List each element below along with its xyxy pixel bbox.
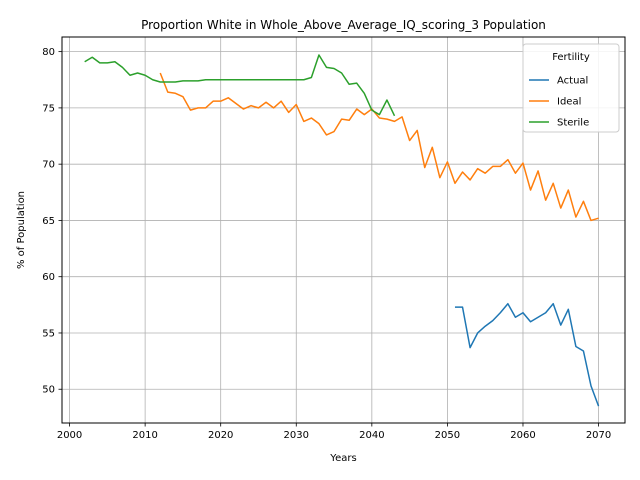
series-line-actual xyxy=(454,302,600,407)
x-tick-label: 2070 xyxy=(586,430,611,441)
x-tick-label: 2000 xyxy=(57,430,82,441)
y-tick-label: 60 xyxy=(42,272,55,283)
x-tick-label: 2050 xyxy=(435,430,460,441)
legend-title: Fertility xyxy=(552,52,590,63)
x-tick-label: 2010 xyxy=(132,430,157,441)
series-lines xyxy=(84,54,600,407)
plot-area-frame xyxy=(61,36,626,424)
x-axis-label: Years xyxy=(329,453,356,464)
x-tick-label: 2060 xyxy=(510,430,535,441)
y-tick-label: 65 xyxy=(42,216,55,227)
axis-ticks: 2000 2010 2020 2030 2040 2050 2060 2070 50 55 60 65… xyxy=(42,47,611,441)
legend-label-sterile: Sterile xyxy=(557,118,589,129)
x-tick-label: 2020 xyxy=(208,430,233,441)
y-axis-label: % of Population xyxy=(16,191,27,269)
legend: Fertility Actual Ideal Sterile xyxy=(522,43,620,133)
y-tick-label: 70 xyxy=(42,160,55,171)
legend-box xyxy=(522,43,620,133)
y-tick-label: 55 xyxy=(42,328,55,339)
series-line-ideal xyxy=(159,72,599,222)
legend-entries: Actual Ideal Sterile xyxy=(529,76,589,129)
series-line-sterile xyxy=(84,54,396,117)
legend-label-actual: Actual xyxy=(557,76,588,87)
y-tick-label: 50 xyxy=(42,385,55,396)
x-tick-label: 2040 xyxy=(359,430,384,441)
chart-title: Proportion White in Whole_Above_Average_… xyxy=(141,18,546,32)
legend-label-ideal: Ideal xyxy=(557,97,581,108)
x-tick-label: 2030 xyxy=(284,430,309,441)
y-tick-label: 75 xyxy=(42,103,55,114)
y-tick-label: 80 xyxy=(42,47,55,58)
